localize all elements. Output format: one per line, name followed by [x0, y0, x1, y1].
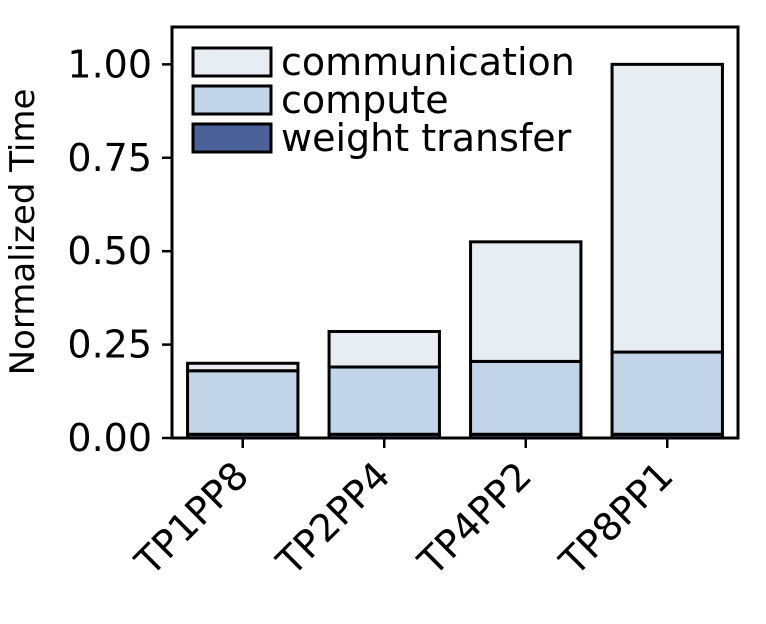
legend-label-communication: communication [281, 40, 575, 84]
y-tick-label: 1.00 [67, 42, 152, 86]
bar-compute-tp8pp1 [610, 350, 724, 436]
legend-label-compute: compute [281, 78, 449, 122]
y-tick-label: 0.50 [67, 229, 152, 273]
x-tick-label: TP2PP4 [268, 453, 399, 584]
bar-compute-tp4pp2 [469, 359, 583, 436]
legend-swatch-compute [191, 84, 273, 116]
bar-communication-tp1pp8 [186, 361, 300, 373]
bars-layer [186, 62, 724, 440]
bar-compute-tp1pp8 [186, 369, 300, 436]
legend-swatch-weight-transfer [191, 122, 273, 154]
bar-compute-tp2pp4 [327, 365, 441, 436]
bar-communication-tp8pp1 [610, 62, 724, 354]
y-tick-label: 0.75 [67, 136, 152, 180]
y-tick-label: 0.00 [67, 416, 152, 460]
x-tick-label: TP1PP8 [126, 453, 257, 584]
plot-frame [170, 25, 740, 440]
y-tick-label: 0.25 [67, 323, 152, 367]
legend-swatch-communication [191, 46, 273, 78]
legend-label-weight-transfer: weight transfer [281, 116, 572, 160]
bar-communication-tp4pp2 [469, 240, 583, 363]
x-tick-label: TP4PP2 [409, 453, 540, 584]
y-axis-ticks: 0.00 0.25 0.50 0.75 1.00 [67, 42, 172, 460]
x-tick-label: TP8PP1 [551, 453, 682, 584]
bar-communication-tp2pp4 [327, 330, 441, 369]
x-axis-ticks: TP1PP8 TP2PP4 TP4PP2 TP8PP1 [126, 438, 682, 584]
y-axis-title: Normalized Time [3, 89, 43, 376]
